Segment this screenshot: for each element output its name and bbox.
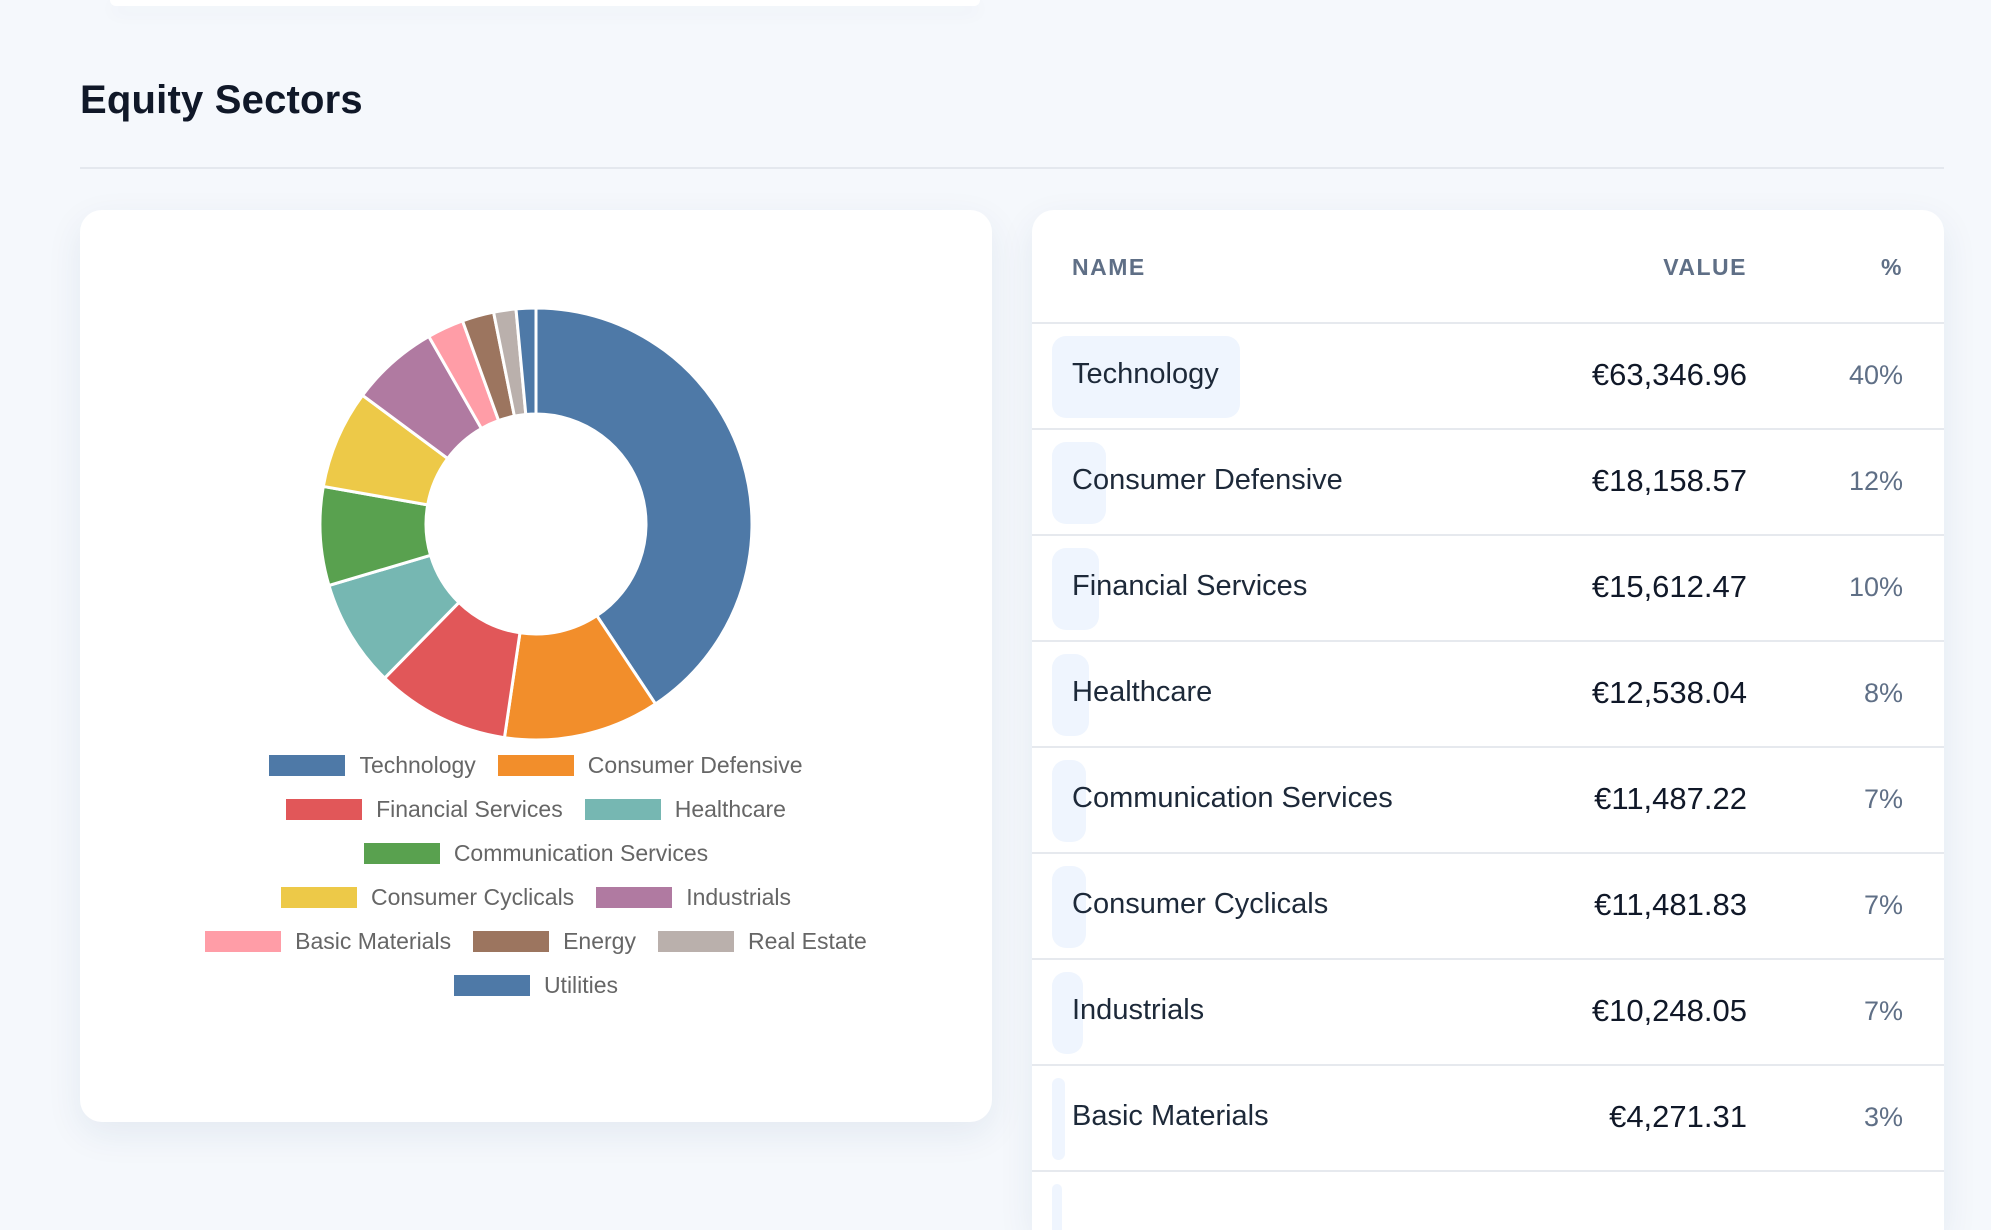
share-bar [1052,654,1090,736]
legend-label: Healthcare [674,795,786,822]
legend-label: Energy [563,927,636,954]
sector-name: Consumer Cyclicals [1072,888,1329,920]
legend-label: Financial Services [376,795,563,822]
sector-value: €11,487.22 [1594,781,1747,816]
legend-swatch [473,930,550,952]
sector-name: Technology [1072,358,1219,390]
top-card-edge [110,0,980,6]
sector-name: Basic Materials [1072,1100,1269,1132]
donut-slice-technology[interactable] [534,306,754,707]
sector-percent: 7% [1863,996,1903,1026]
legend-item[interactable]: Industrials [596,882,791,912]
sector-name: Industrials [1072,994,1205,1026]
sector-percent: 7% [1863,890,1903,920]
page-title: Equity Sectors [80,78,363,122]
legend-swatch [657,930,734,952]
sector-name: Financial Services [1072,570,1308,602]
sector-value: €4,271.31 [1609,1099,1747,1134]
sector-value: €63,346.96 [1591,357,1747,392]
sector-percent: 10% [1848,572,1903,602]
sector-percent: 7% [1863,784,1903,814]
sector-percent: 12% [1848,466,1903,496]
chart-legend: Technology Consumer Defensive Financial Se… [120,750,952,1000]
legend-row: Technology Consumer Defensive [120,750,952,780]
sector-value: €11,481.83 [1594,887,1747,922]
sector-value: €15,612.47 [1591,569,1747,604]
legend-label: Real Estate [747,927,867,954]
share-bar [1052,1078,1065,1160]
legend-item[interactable]: Consumer Cyclicals [280,882,575,912]
sector-name: Healthcare [1072,676,1213,708]
share-bar [1052,548,1099,630]
legend-swatch [286,798,363,820]
table-header: NAME VALUE % [1032,210,1944,324]
column-header-name[interactable]: NAME [1072,254,1146,280]
legend-row: Financial Services Healthcare [120,794,952,824]
legend-item[interactable]: Utilities [453,970,619,1000]
legend-item[interactable]: Energy [473,926,636,956]
legend-row: Communication Services [120,838,952,868]
table-row[interactable]: Basic Materials €4,271.31 3% [1032,1066,1944,1172]
sector-value: €12,538.04 [1591,675,1747,710]
table-row[interactable]: Consumer Defensive €18,158.57 12% [1032,430,1944,536]
table-row[interactable]: Communication Services €11,487.22 7% [1032,748,1944,854]
table-body: Technology €63,346.96 40% Consumer Defensiv… [1032,324,1944,1172]
legend-swatch [497,754,574,776]
sector-chart-card: Technology Consumer Defensive Financial Se… [80,210,992,1122]
table-row[interactable]: Industrials €10,248.05 7% [1032,960,1944,1066]
sector-donut-chart [318,306,754,742]
table-row[interactable]: Consumer Cyclicals €11,481.83 7% [1032,854,1944,960]
share-bar [1052,760,1087,842]
legend-label: Consumer Defensive [587,751,803,778]
sector-value: €18,158.57 [1591,463,1747,498]
share-bar [1052,972,1083,1054]
legend-label: Industrials [686,883,792,910]
legend-swatch [363,842,440,864]
table-row-partial[interactable] [1032,1172,1944,1230]
table-row[interactable]: Technology €63,346.96 40% [1032,324,1944,430]
sector-percent: 3% [1863,1102,1903,1132]
share-bar [1052,336,1241,418]
table-row[interactable]: Healthcare €12,538.04 8% [1032,642,1944,748]
legend-swatch [205,930,282,952]
sector-value: €10,248.05 [1591,993,1747,1028]
sector-percent: 40% [1848,360,1903,390]
legend-item[interactable]: Communication Services [363,838,709,868]
legend-label: Technology [359,751,476,778]
legend-swatch [596,886,673,908]
legend-label: Basic Materials [295,927,452,954]
column-header-percent[interactable]: % [1881,254,1903,280]
legend-swatch [269,754,346,776]
legend-item[interactable]: Basic Materials [205,926,451,956]
legend-item[interactable]: Technology [269,750,476,780]
legend-row: Utilities [120,970,952,1000]
table-row[interactable]: Financial Services €15,612.47 10% [1032,536,1944,642]
legend-swatch [453,974,530,996]
sector-table: NAME VALUE % Technology €63,346.96 40% Cons… [1032,210,1944,1230]
header-divider [80,167,1944,169]
legend-row: Basic Materials Energy Real Estate [120,926,952,956]
share-bar [1052,442,1107,524]
share-bar [1052,1184,1062,1230]
legend-item[interactable]: Consumer Defensive [497,750,803,780]
legend-label: Consumer Cyclicals [370,883,575,910]
column-header-value[interactable]: VALUE [1663,254,1747,280]
legend-item[interactable]: Financial Services [286,794,563,824]
sector-name: Communication Services [1072,782,1393,814]
legend-item[interactable]: Healthcare [584,794,786,824]
share-bar [1052,866,1087,948]
legend-label: Utilities [543,971,619,998]
legend-swatch [584,798,661,820]
legend-item[interactable]: Real Estate [657,926,867,956]
legend-row: Consumer Cyclicals Industrials [120,882,952,912]
legend-swatch [280,886,357,908]
donut-slice-utilities[interactable] [514,306,538,417]
sector-percent: 8% [1863,678,1903,708]
legend-label: Communication Services [453,839,709,866]
sector-name: Consumer Defensive [1072,464,1343,496]
